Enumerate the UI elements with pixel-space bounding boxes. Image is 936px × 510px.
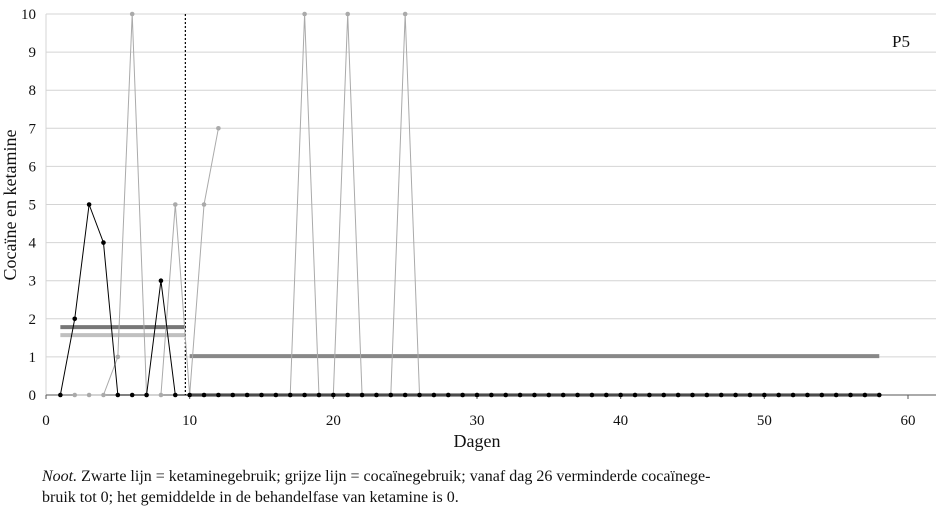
data-point bbox=[302, 392, 307, 398]
y-tick-label: 10 bbox=[21, 7, 36, 23]
data-point bbox=[876, 392, 882, 398]
y-tick-label: 4 bbox=[29, 236, 37, 252]
data-point bbox=[259, 392, 264, 398]
y-tick-label: 8 bbox=[29, 83, 37, 99]
data-point bbox=[101, 240, 106, 245]
data-point bbox=[862, 392, 868, 398]
data-point bbox=[273, 392, 279, 398]
series-line bbox=[59, 204, 880, 396]
data-point bbox=[661, 392, 667, 398]
y-tick-label: 1 bbox=[29, 350, 37, 366]
y-axis-label: Cocaïne en ketamine bbox=[0, 130, 20, 281]
data-point bbox=[776, 392, 781, 398]
note-line: bruik tot 0; het gemiddelde in de behand… bbox=[42, 489, 459, 506]
x-tick-label: 50 bbox=[757, 413, 772, 429]
data-point bbox=[474, 392, 480, 398]
chart: P5 Dagen Cocaïne en ketamine 0 1 2 3 4 5 6 7 8 9 1… bbox=[0, 7, 936, 451]
data-point bbox=[86, 202, 92, 207]
x-tick-label: 30 bbox=[470, 413, 485, 429]
data-point bbox=[388, 392, 394, 398]
data-point bbox=[302, 11, 307, 17]
data-point bbox=[115, 392, 121, 398]
data-point bbox=[460, 392, 465, 398]
data-point bbox=[675, 392, 681, 398]
data-point bbox=[129, 11, 135, 17]
data-point bbox=[244, 392, 250, 398]
data-point bbox=[345, 11, 351, 17]
data-point bbox=[144, 392, 149, 398]
data-point bbox=[833, 392, 839, 398]
data-point bbox=[115, 354, 121, 360]
data-point bbox=[359, 392, 365, 398]
data-point bbox=[374, 392, 379, 398]
data-point bbox=[316, 392, 322, 398]
data-point bbox=[647, 392, 652, 398]
data-point bbox=[331, 392, 336, 398]
data-point bbox=[848, 392, 853, 398]
data-point bbox=[173, 202, 178, 207]
data-point bbox=[532, 392, 537, 398]
panel-label: P5 bbox=[892, 32, 910, 51]
y-tick-label: 2 bbox=[29, 312, 37, 328]
data-point bbox=[604, 392, 609, 398]
data-point bbox=[417, 392, 422, 398]
data-point bbox=[503, 392, 509, 398]
data-point bbox=[489, 392, 494, 398]
data-point bbox=[201, 202, 207, 207]
data-point bbox=[187, 392, 192, 398]
data-point bbox=[575, 392, 580, 398]
note-label: Noot. bbox=[42, 468, 78, 485]
y-tick-label: 6 bbox=[29, 159, 37, 175]
data-point bbox=[733, 392, 738, 398]
data-point bbox=[72, 316, 78, 322]
data-point bbox=[445, 392, 451, 398]
data-point bbox=[704, 392, 710, 398]
note-line: Zwarte lijn = ketaminegebruik; grijze li… bbox=[81, 468, 711, 485]
data-point bbox=[805, 392, 810, 398]
y-tick-label: 5 bbox=[29, 198, 37, 214]
x-tick-label: 60 bbox=[901, 413, 916, 429]
data-point bbox=[287, 392, 293, 398]
y-tick-label: 7 bbox=[29, 121, 37, 137]
data-point bbox=[173, 392, 178, 398]
x-tick-label: 0 bbox=[42, 413, 50, 429]
data-point bbox=[790, 392, 796, 398]
data-point bbox=[762, 392, 767, 398]
x-tick-label: 20 bbox=[326, 413, 341, 429]
x-tick-label: 10 bbox=[182, 413, 197, 429]
data-point bbox=[747, 392, 753, 398]
data-point bbox=[129, 392, 135, 398]
data-point bbox=[402, 11, 408, 17]
data-point bbox=[632, 392, 638, 398]
data-point bbox=[546, 392, 552, 398]
y-tick-label: 3 bbox=[29, 274, 37, 290]
data-point bbox=[216, 126, 221, 131]
data-point bbox=[230, 392, 236, 398]
data-point bbox=[718, 392, 724, 398]
data-point bbox=[517, 392, 523, 398]
data-point bbox=[72, 392, 78, 398]
data-point bbox=[216, 392, 221, 398]
data-point bbox=[431, 392, 437, 398]
x-axis-label: Dagen bbox=[454, 431, 501, 451]
x-tick-label: 40 bbox=[613, 413, 628, 429]
y-tick-label: 0 bbox=[29, 388, 37, 404]
data-point bbox=[618, 392, 623, 398]
data-point bbox=[201, 392, 207, 398]
data-point bbox=[402, 392, 408, 398]
y-tick-label: 9 bbox=[29, 45, 37, 61]
data-point bbox=[345, 392, 351, 398]
data-point bbox=[158, 392, 164, 398]
data-point bbox=[86, 392, 92, 398]
data-point bbox=[819, 392, 825, 398]
data-point bbox=[589, 392, 595, 398]
note: Noot. Zwarte lijn = ketaminegebruik; grij… bbox=[42, 466, 710, 508]
data-point bbox=[560, 392, 566, 398]
data-point bbox=[58, 392, 63, 398]
data-point bbox=[690, 392, 695, 398]
data-point bbox=[101, 392, 106, 398]
data-point bbox=[158, 278, 164, 284]
